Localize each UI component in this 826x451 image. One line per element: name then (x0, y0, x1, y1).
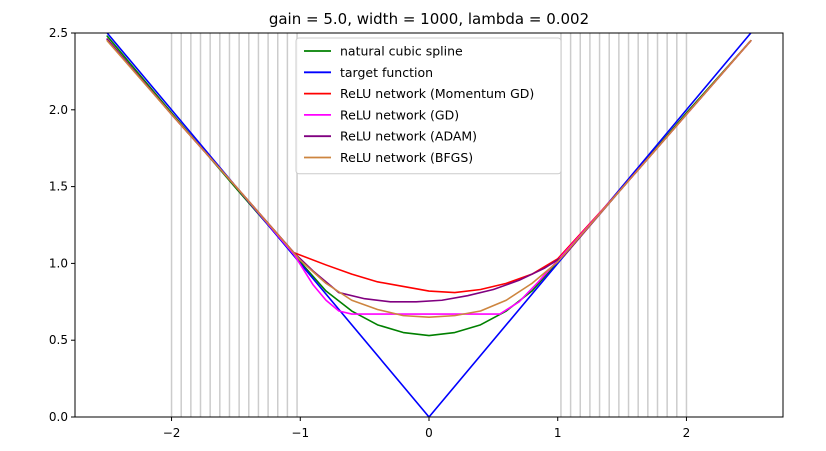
x-tick-label-1: −1 (291, 426, 309, 440)
legend-box (295, 37, 562, 175)
legend-label-4: ReLU network (ADAM) (340, 129, 477, 144)
y-tick-label-2: 1.0 (49, 256, 68, 270)
series-line-1 (106, 33, 752, 417)
legend: natural cubic spline target function ReLU … (295, 37, 562, 175)
y-axis: 0.0 0.5 1.0 1.5 2.0 2.5 (49, 26, 75, 424)
y-tick-label-5: 2.5 (49, 26, 68, 40)
series-layer (106, 33, 752, 417)
x-tick-label-0: −2 (163, 426, 181, 440)
legend-label-1: target function (340, 65, 433, 80)
y-tick-label-4: 2.0 (49, 103, 68, 117)
legend-label-2: ReLU network (Momentum GD) (340, 86, 534, 101)
y-tick-label-3: 1.5 (49, 180, 68, 194)
series-line-5 (106, 39, 752, 318)
x-tick-label-3: 1 (554, 426, 562, 440)
x-tick-label-4: 2 (683, 426, 691, 440)
x-tick-label-2: 0 (425, 426, 433, 440)
legend-label-5: ReLU network (BFGS) (340, 150, 473, 165)
y-tick-label-0: 0.0 (49, 410, 68, 424)
legend-label-3: ReLU network (GD) (340, 107, 459, 122)
chart-title: gain = 5.0, width = 1000, lambda = 0.002 (269, 10, 589, 28)
x-axis: −2 −1 0 1 2 (163, 417, 691, 440)
y-tick-label-1: 0.5 (49, 333, 68, 347)
legend-label-0: natural cubic spline (340, 44, 463, 59)
